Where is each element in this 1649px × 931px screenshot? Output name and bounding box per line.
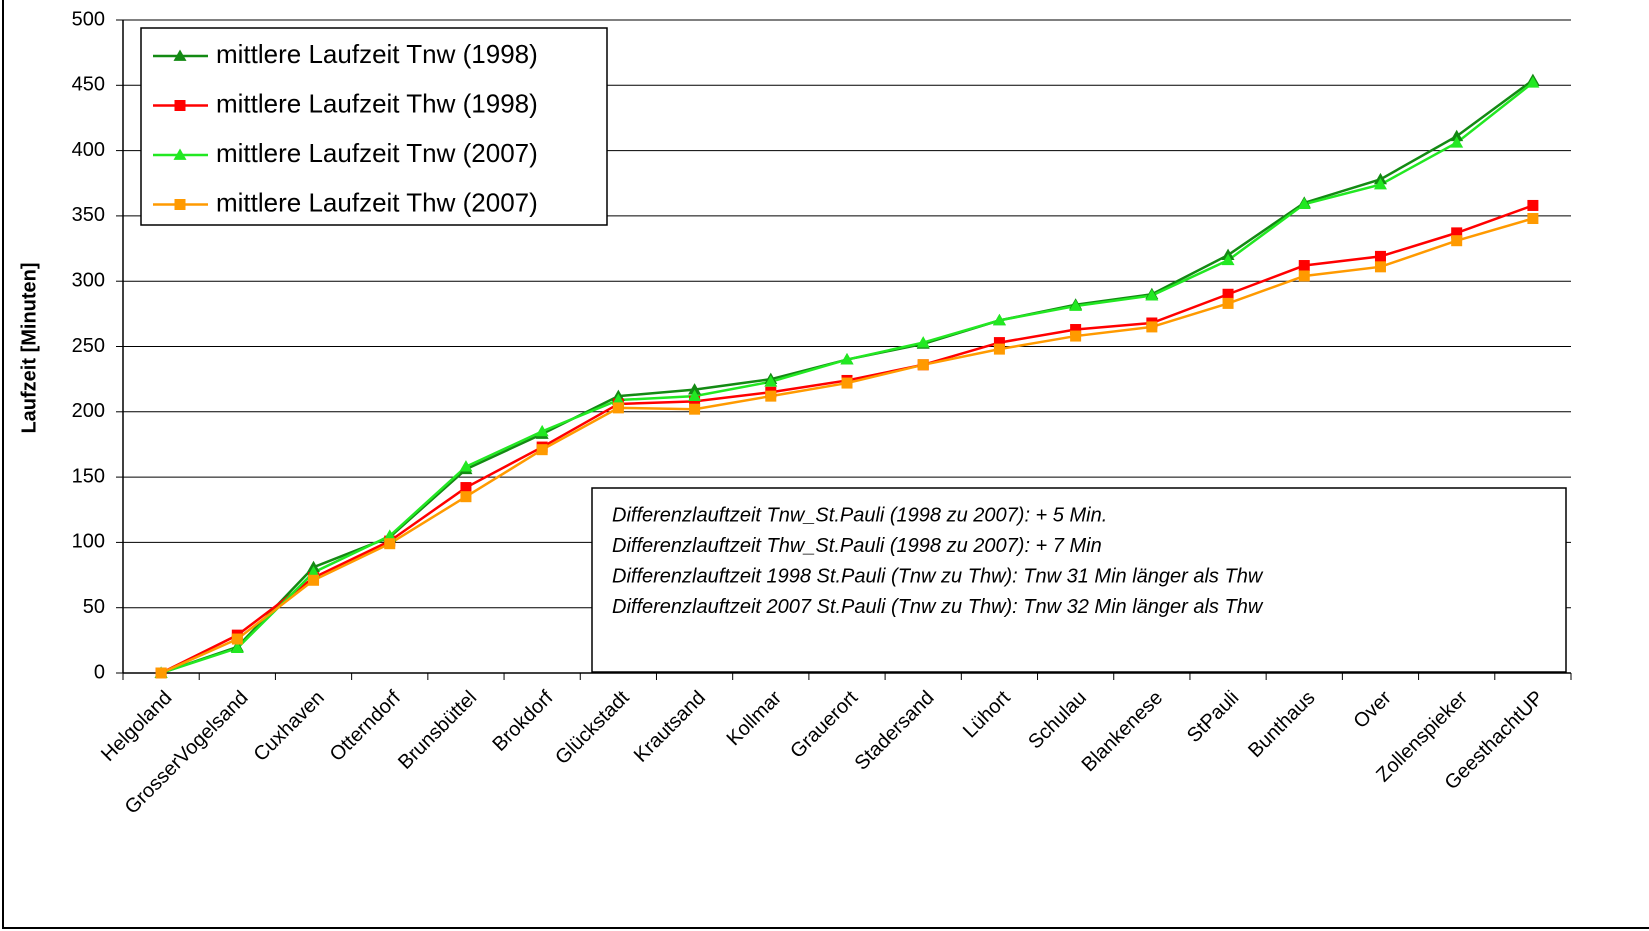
data-point xyxy=(1450,136,1464,148)
legend-label: mittlere Laufzeit Thw (2007) xyxy=(216,187,538,217)
data-point xyxy=(688,389,702,402)
data-point xyxy=(916,336,930,348)
data-point xyxy=(1374,261,1386,273)
y-tick-label: 300 xyxy=(72,269,105,291)
legend-marker xyxy=(174,100,186,111)
legend-marker xyxy=(174,199,186,210)
data-point xyxy=(308,574,320,586)
data-point xyxy=(1069,299,1083,311)
data-point xyxy=(688,383,702,395)
data-point xyxy=(1221,253,1235,266)
data-point xyxy=(993,337,1005,349)
data-point xyxy=(459,460,473,472)
data-point xyxy=(155,667,167,679)
data-point xyxy=(917,359,929,371)
data-point xyxy=(841,377,853,389)
y-tick-label: 150 xyxy=(72,465,105,487)
y-tick-label: 450 xyxy=(72,74,105,96)
data-point xyxy=(460,491,472,503)
y-tick-label: 400 xyxy=(72,139,105,161)
legend-box xyxy=(140,27,608,226)
y-tick-label: 200 xyxy=(72,400,105,422)
data-point xyxy=(1374,250,1386,262)
data-point xyxy=(307,565,321,578)
y-tick-label: 50 xyxy=(83,596,105,618)
data-point xyxy=(765,390,777,402)
legend-marker xyxy=(173,49,187,61)
y-tick-label: 500 xyxy=(72,8,105,30)
data-point xyxy=(764,375,778,387)
legend-label: mittlere Laufzeit Tnw (2007) xyxy=(216,138,538,168)
data-point xyxy=(1527,199,1539,211)
y-tick-label: 250 xyxy=(72,335,105,357)
data-point xyxy=(1297,197,1311,210)
data-point xyxy=(383,529,397,541)
annotation: Differenzlauftzeit 1998 St.Pauli (Tnw zu… xyxy=(612,565,1264,587)
data-point xyxy=(689,395,701,407)
data-point xyxy=(230,641,244,654)
y-axis-label: Laufzeit [Minuten] xyxy=(18,262,40,433)
data-point xyxy=(460,482,472,494)
data-point xyxy=(1451,227,1463,239)
data-point xyxy=(1145,289,1159,301)
legend-label: mittlere Laufzeit Thw (1998) xyxy=(216,88,538,118)
data-point xyxy=(1146,321,1158,333)
data-point xyxy=(1070,330,1082,342)
data-point xyxy=(611,393,625,405)
legend-marker xyxy=(173,148,187,160)
data-point xyxy=(1451,235,1463,247)
data-point xyxy=(535,424,549,437)
data-point xyxy=(1222,297,1234,309)
data-point xyxy=(384,538,396,550)
data-point xyxy=(1222,288,1234,300)
data-point xyxy=(536,444,548,456)
data-point xyxy=(1373,178,1387,190)
data-point xyxy=(1070,324,1082,336)
data-point xyxy=(1298,270,1310,282)
data-point xyxy=(993,343,1005,355)
data-point xyxy=(231,633,243,645)
y-tick-label: 100 xyxy=(72,531,105,553)
y-tick-label: 350 xyxy=(72,204,105,226)
data-point xyxy=(992,313,1006,326)
data-point xyxy=(1526,76,1540,88)
data-point xyxy=(689,403,701,415)
data-point xyxy=(1450,129,1464,142)
annotation: Differenzlauftzeit 2007 St.Pauli (Tnw zu… xyxy=(612,596,1264,618)
data-point xyxy=(1298,260,1310,272)
annotation: Differenzlauftzeit Thw_St.Pauli (1998 zu… xyxy=(612,535,1102,557)
annotation: Differenzlauftzeit Tnw_St.Pauli (1998 zu… xyxy=(612,504,1107,526)
data-point xyxy=(1527,213,1539,225)
data-point xyxy=(612,402,624,414)
y-tick-label: 0 xyxy=(94,661,105,683)
annotation-box xyxy=(591,487,1567,673)
legend-label: mittlere Laufzeit Tnw (1998) xyxy=(216,39,538,69)
data-point xyxy=(840,353,854,365)
